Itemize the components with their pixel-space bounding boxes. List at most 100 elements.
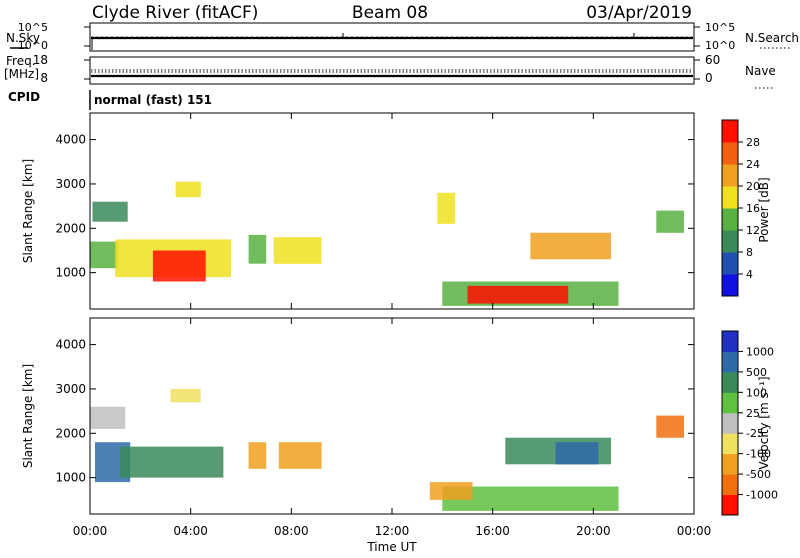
x-tick-label: 08:00	[274, 524, 309, 538]
scatter-region-4	[248, 442, 267, 469]
scatter-region-7	[437, 192, 455, 224]
noise-scale-hi-right: 10^5	[705, 21, 735, 34]
scatter-region-9	[555, 442, 599, 465]
y-tick-label: 4000	[55, 133, 86, 147]
colorbar-tick-label: -100	[746, 448, 771, 461]
colorbar-swatch	[722, 474, 738, 495]
colorbar-tick-label: 500	[746, 366, 767, 379]
station-title: Clyde River (fitACF)	[92, 3, 258, 23]
colorbar-tick-label: 16	[746, 202, 760, 215]
y-tick-label: 3000	[55, 382, 86, 396]
velocity-panel: 1000 2000 3000 4000	[55, 317, 695, 515]
colorbar-tick-label: 28	[746, 136, 760, 149]
x-tick-label: 16:00	[475, 524, 510, 538]
velocity-frame	[89, 317, 695, 515]
time-axis-label: Time UT	[366, 540, 417, 554]
noise-left-ticks	[84, 26, 700, 47]
colorbar-tick-label: 20	[746, 180, 760, 193]
freq-panel	[89, 56, 695, 85]
colorbar-tick-label: 8	[746, 246, 753, 259]
freq-ticks	[84, 59, 700, 80]
nsky-label: N.Sky	[6, 31, 40, 45]
power-x-ticks	[89, 113, 695, 309]
colorbar-tick-label: -1000	[746, 489, 778, 502]
colorbar-tick-label: 12	[746, 224, 760, 237]
power-y-axis-label: Slant Range [km]	[21, 159, 35, 263]
colorbar-swatch	[722, 120, 738, 143]
power-y-ticks: 1000 2000 3000 4000	[55, 133, 694, 280]
scatter-region-5	[248, 234, 267, 264]
colorbar-tick-label: 1000	[746, 345, 774, 358]
scatter-region-11	[656, 210, 684, 233]
colorbar-swatch	[722, 274, 738, 297]
scatter-region-0	[90, 406, 126, 429]
x-tick-label: 12:00	[375, 524, 410, 538]
colorbar-swatch	[722, 208, 738, 231]
colorbar-tick-label: 25	[746, 407, 760, 420]
colorbar-tick-label: -25	[746, 427, 764, 440]
velocity-colorbar: 1000 500 100 25 -25 -100 -500 -1000	[721, 330, 778, 516]
y-tick-label: 2000	[55, 426, 86, 440]
velocity-cells	[90, 389, 684, 511]
colorbar-swatch	[722, 164, 738, 187]
cpid-label: CPID	[8, 90, 40, 104]
colorbar-swatch	[722, 453, 738, 475]
power-colorbar: 4 8 12 16 20 24 28	[721, 119, 760, 297]
scatter-region-2	[120, 446, 224, 478]
nave-label: Nave	[745, 64, 776, 78]
scatter-region-1	[92, 201, 128, 222]
velocity-colorbar-label: Velocity [m s⁻¹]	[757, 376, 771, 469]
x-tick-label: 04:00	[173, 524, 208, 538]
x-tick-label: 20:00	[576, 524, 611, 538]
scatter-region-10	[656, 415, 684, 438]
velocity-x-ticks	[89, 318, 695, 514]
noise-scale-hi-left: 10^5	[18, 21, 48, 34]
x-tick-label: 00:00	[677, 524, 712, 538]
colorbar-swatch	[722, 494, 738, 516]
cpid-value: normal (fast) 151	[94, 93, 212, 107]
colorbar-swatch	[722, 351, 738, 373]
velocity-y-axis-label: Slant Range [km]	[21, 364, 35, 468]
power-cells	[90, 181, 684, 306]
power-colorbar-label: Power [dB]	[757, 177, 771, 242]
x-tick-label: 00:00	[73, 524, 108, 538]
date-title: 03/Apr/2019	[586, 3, 692, 23]
freq-tick-hi: 18	[33, 53, 48, 67]
colorbar-tick-label: 24	[746, 158, 760, 171]
freq-label: Freq.	[6, 54, 36, 68]
y-tick-label: 1000	[55, 266, 86, 280]
y-tick-label: 3000	[55, 177, 86, 191]
scatter-region-9	[467, 285, 569, 304]
y-tick-label: 4000	[55, 338, 86, 352]
scatter-region-5	[278, 442, 322, 469]
freq-tick-lo: 8	[40, 71, 48, 85]
noise-scale-lo-right: 10^0	[705, 39, 735, 52]
scatter-region-3	[152, 250, 206, 282]
colorbar-swatch	[722, 230, 738, 253]
colorbar-tick-label: -500	[746, 468, 771, 481]
colorbar-swatch	[722, 331, 738, 352]
scatter-region-3	[170, 389, 201, 403]
velocity-y-ticks: 1000 2000 3000 4000	[55, 338, 694, 485]
colorbar-swatch	[722, 392, 738, 414]
scatter-region-4	[175, 181, 201, 198]
nsearch-label: N.Search	[745, 31, 799, 45]
time-axis-labels: 00:00 04:00 08:00 12:00 16:00 20:00 00:00	[73, 524, 712, 538]
colorbar-swatch	[722, 433, 738, 455]
y-tick-label: 1000	[55, 471, 86, 485]
beam-title: Beam 08	[352, 3, 428, 23]
nave-tick-hi: 60	[705, 53, 720, 67]
nave-tick-lo: 0	[705, 71, 713, 85]
colorbar-swatch	[722, 371, 738, 393]
colorbar-swatch	[722, 412, 738, 434]
y-tick-label: 2000	[55, 221, 86, 235]
power-panel: 1000 2000 3000 4000	[55, 112, 695, 310]
colorbar-swatch	[722, 252, 738, 275]
freq-unit: [MHz]	[4, 67, 39, 81]
colorbar-tick-label: 100	[746, 386, 767, 399]
scatter-region-0	[90, 241, 118, 269]
colorbar-tick-label: 4	[746, 268, 753, 281]
colorbar-swatch	[722, 186, 738, 209]
colorbar-frame	[721, 330, 739, 516]
